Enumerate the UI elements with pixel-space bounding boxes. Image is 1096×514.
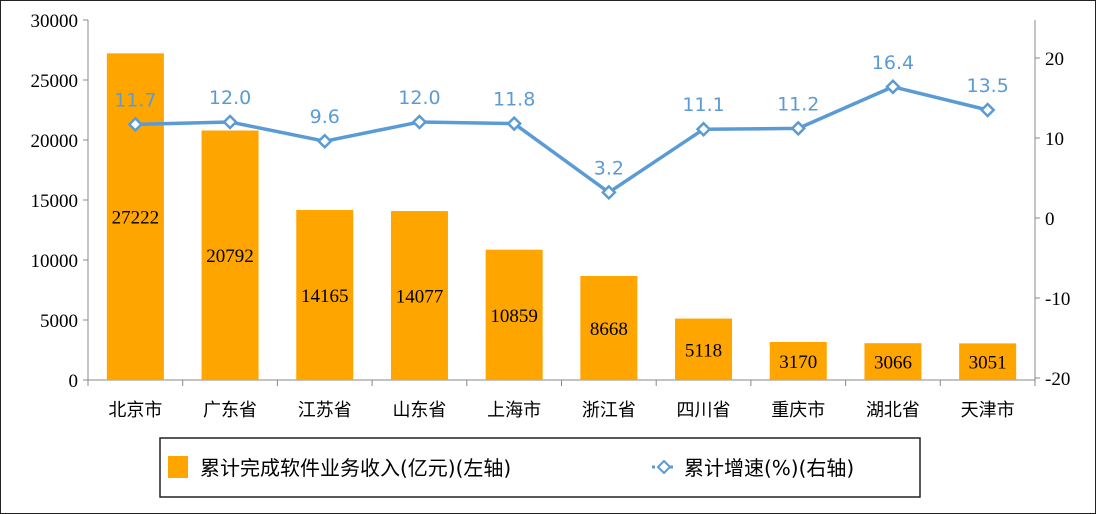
category-label: 上海市 [487,400,541,421]
bar [296,210,354,380]
line-marker [127,116,144,133]
line-data-label: 11.8 [493,89,535,111]
line-data-label: 11.1 [682,94,724,116]
line-data-label: 12.0 [209,87,251,109]
line-marker [601,184,617,201]
growth-line [135,84,989,195]
line-marker [695,121,712,137]
bar [864,343,922,380]
legend-line-label: 累计增速(%)(右轴) [684,456,854,480]
bar [390,211,448,380]
category-label: 山东省 [392,400,446,421]
legend-bar-swatch [168,456,188,478]
category-label: 北京市 [108,400,162,421]
left-tick-label: 15000 [31,191,79,212]
category-label: 天津市 [961,400,1015,421]
left-tick-label: 5000 [40,311,78,332]
line-data-label: 12.0 [398,87,440,109]
line-data-label: 13.5 [966,75,1008,97]
bar [769,341,827,380]
bar-data-label: 3051 [969,353,1007,374]
category-label: 江苏省 [298,400,352,421]
left-tick-label: 25000 [31,71,79,92]
bar-data-label: 3170 [779,352,817,373]
line-marker [411,114,428,130]
left-tick-label: 0 [69,371,79,392]
bar-data-label: 14165 [301,286,349,307]
line-data-label: 11.2 [777,93,819,115]
category-label: 重庆市 [771,400,825,421]
right-tick-label: 10 [1045,129,1064,150]
line-marker [316,133,333,149]
bar-data-label: 14077 [396,287,444,308]
bar [201,130,259,380]
category-label: 湖北省 [866,400,920,421]
bar-data-label: 27222 [112,208,160,229]
bar [106,53,164,380]
bar-data-label: 20792 [206,246,254,267]
legend [159,437,921,498]
line-data-label: 9.6 [310,106,340,128]
bar [675,318,733,380]
category-label: 四川省 [677,400,731,421]
bar-data-label: 8668 [590,319,628,340]
line-marker [885,79,901,95]
left-tick-label: 30000 [31,11,79,32]
legend-bar-label: 累计完成软件业务收入(亿元)(左轴) [200,456,511,480]
category-label: 广东省 [203,400,257,421]
bar [485,249,543,380]
category-label: 浙江省 [582,400,636,421]
right-tick-label: 0 [1045,209,1055,230]
bar-data-label: 3066 [874,353,912,374]
line-marker [790,120,807,137]
bar-data-label: 5118 [685,340,722,361]
bar [959,343,1017,380]
right-tick-label: -10 [1045,289,1070,310]
legend-marker-icon [656,459,672,475]
bar [580,275,638,380]
line-marker [506,115,522,132]
left-tick-label: 10000 [31,251,79,272]
bar-data-label: 10859 [490,306,538,327]
left-tick-label: 20000 [31,131,79,152]
line-data-label: 3.2 [594,157,624,179]
line-marker [222,114,238,130]
right-tick-label: 20 [1045,49,1064,70]
line-data-label: 11.7 [114,89,156,111]
line-marker [979,102,996,118]
right-tick-label: -20 [1045,369,1070,390]
line-data-label: 16.4 [872,52,914,74]
